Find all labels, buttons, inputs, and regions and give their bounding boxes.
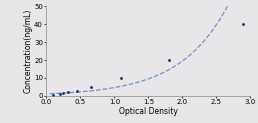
X-axis label: Optical Density: Optical Density xyxy=(119,107,178,116)
Y-axis label: Concentration(ng/mL): Concentration(ng/mL) xyxy=(23,9,33,93)
